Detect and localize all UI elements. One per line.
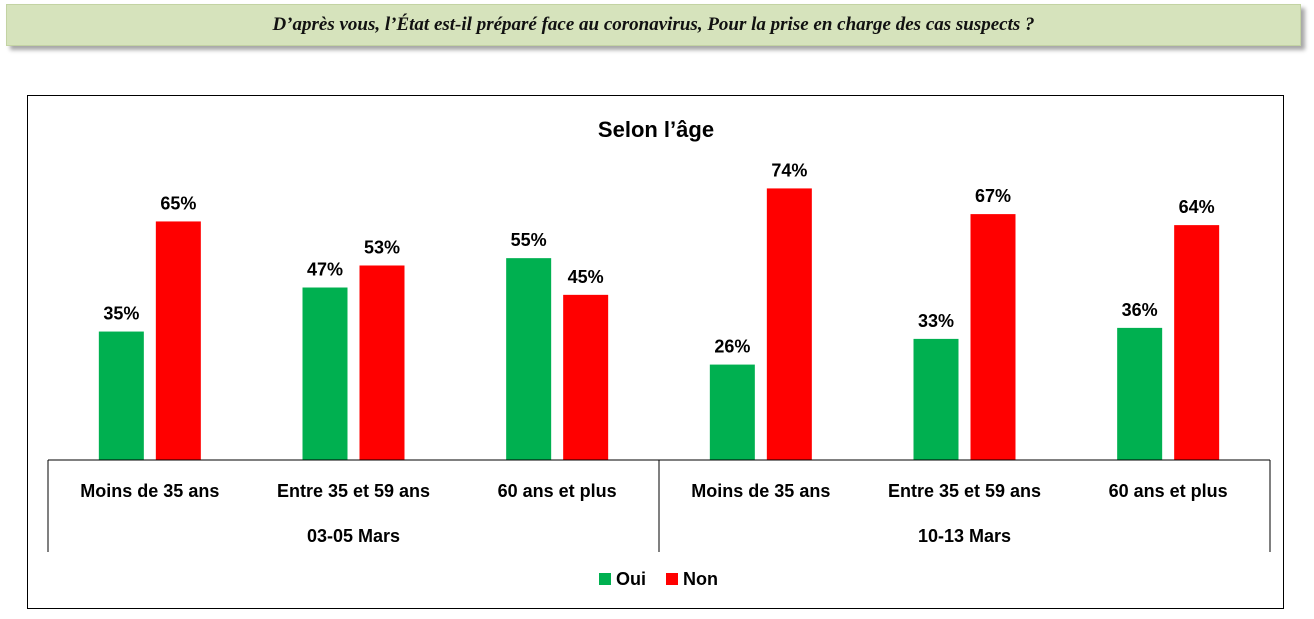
data-label-non-0: 65%: [160, 193, 196, 213]
bar-non-0: [155, 221, 201, 460]
data-label-non-5: 64%: [1179, 197, 1215, 217]
data-label-oui-1: 47%: [307, 260, 343, 280]
legend-label-non: Non: [683, 569, 718, 589]
chart-title: Selon l’âge: [598, 117, 714, 142]
data-label-non-3: 74%: [771, 160, 807, 180]
bar-non-5: [1174, 225, 1220, 460]
category-label-0: Moins de 35 ans: [80, 481, 219, 501]
category-label-2: 60 ans et plus: [498, 481, 617, 501]
bar-non-4: [970, 214, 1016, 460]
data-label-oui-0: 35%: [103, 304, 139, 324]
bar-chart: Selon l’âge 35% 47% 55% 26% 33% 36% 65% 53% 45% 74…: [47, 117, 1271, 589]
category-label-4: Entre 35 et 59 ans: [888, 481, 1041, 501]
bar-oui-0: [98, 331, 144, 460]
question-text: D’après vous, l’État est-il préparé face…: [272, 14, 1035, 35]
bar-non-3: [766, 188, 812, 461]
bar-oui-5: [1117, 327, 1163, 460]
bar-oui-2: [506, 258, 552, 460]
data-label-oui-4: 33%: [918, 311, 954, 331]
data-label-oui-3: 26%: [714, 337, 750, 357]
group-label-1: 10-13 Mars: [918, 526, 1011, 546]
category-label-1: Entre 35 et 59 ans: [277, 481, 430, 501]
bar-oui-4: [913, 338, 959, 460]
data-label-non-1: 53%: [364, 237, 400, 257]
bar-oui-1: [302, 287, 348, 460]
legend-label-oui: Oui: [616, 569, 646, 589]
data-label-non-4: 67%: [975, 186, 1011, 206]
category-label-3: Moins de 35 ans: [691, 481, 830, 501]
data-label-oui-5: 36%: [1122, 300, 1158, 320]
chart-frame: Selon l’âge 35% 47% 55% 26% 33% 36% 65% 53% 45% 74…: [27, 95, 1284, 609]
bar-oui-3: [709, 364, 755, 460]
data-label-non-2: 45%: [568, 267, 604, 287]
legend-swatch-non: [666, 573, 678, 585]
bar-non-2: [563, 294, 609, 460]
group-label-0: 03-05 Mars: [307, 526, 400, 546]
bar-non-1: [359, 265, 405, 460]
legend-swatch-oui: [599, 573, 611, 585]
category-label-5: 60 ans et plus: [1109, 481, 1228, 501]
question-banner: D’après vous, l’État est-il préparé face…: [6, 4, 1301, 46]
data-label-oui-2: 55%: [511, 230, 547, 250]
